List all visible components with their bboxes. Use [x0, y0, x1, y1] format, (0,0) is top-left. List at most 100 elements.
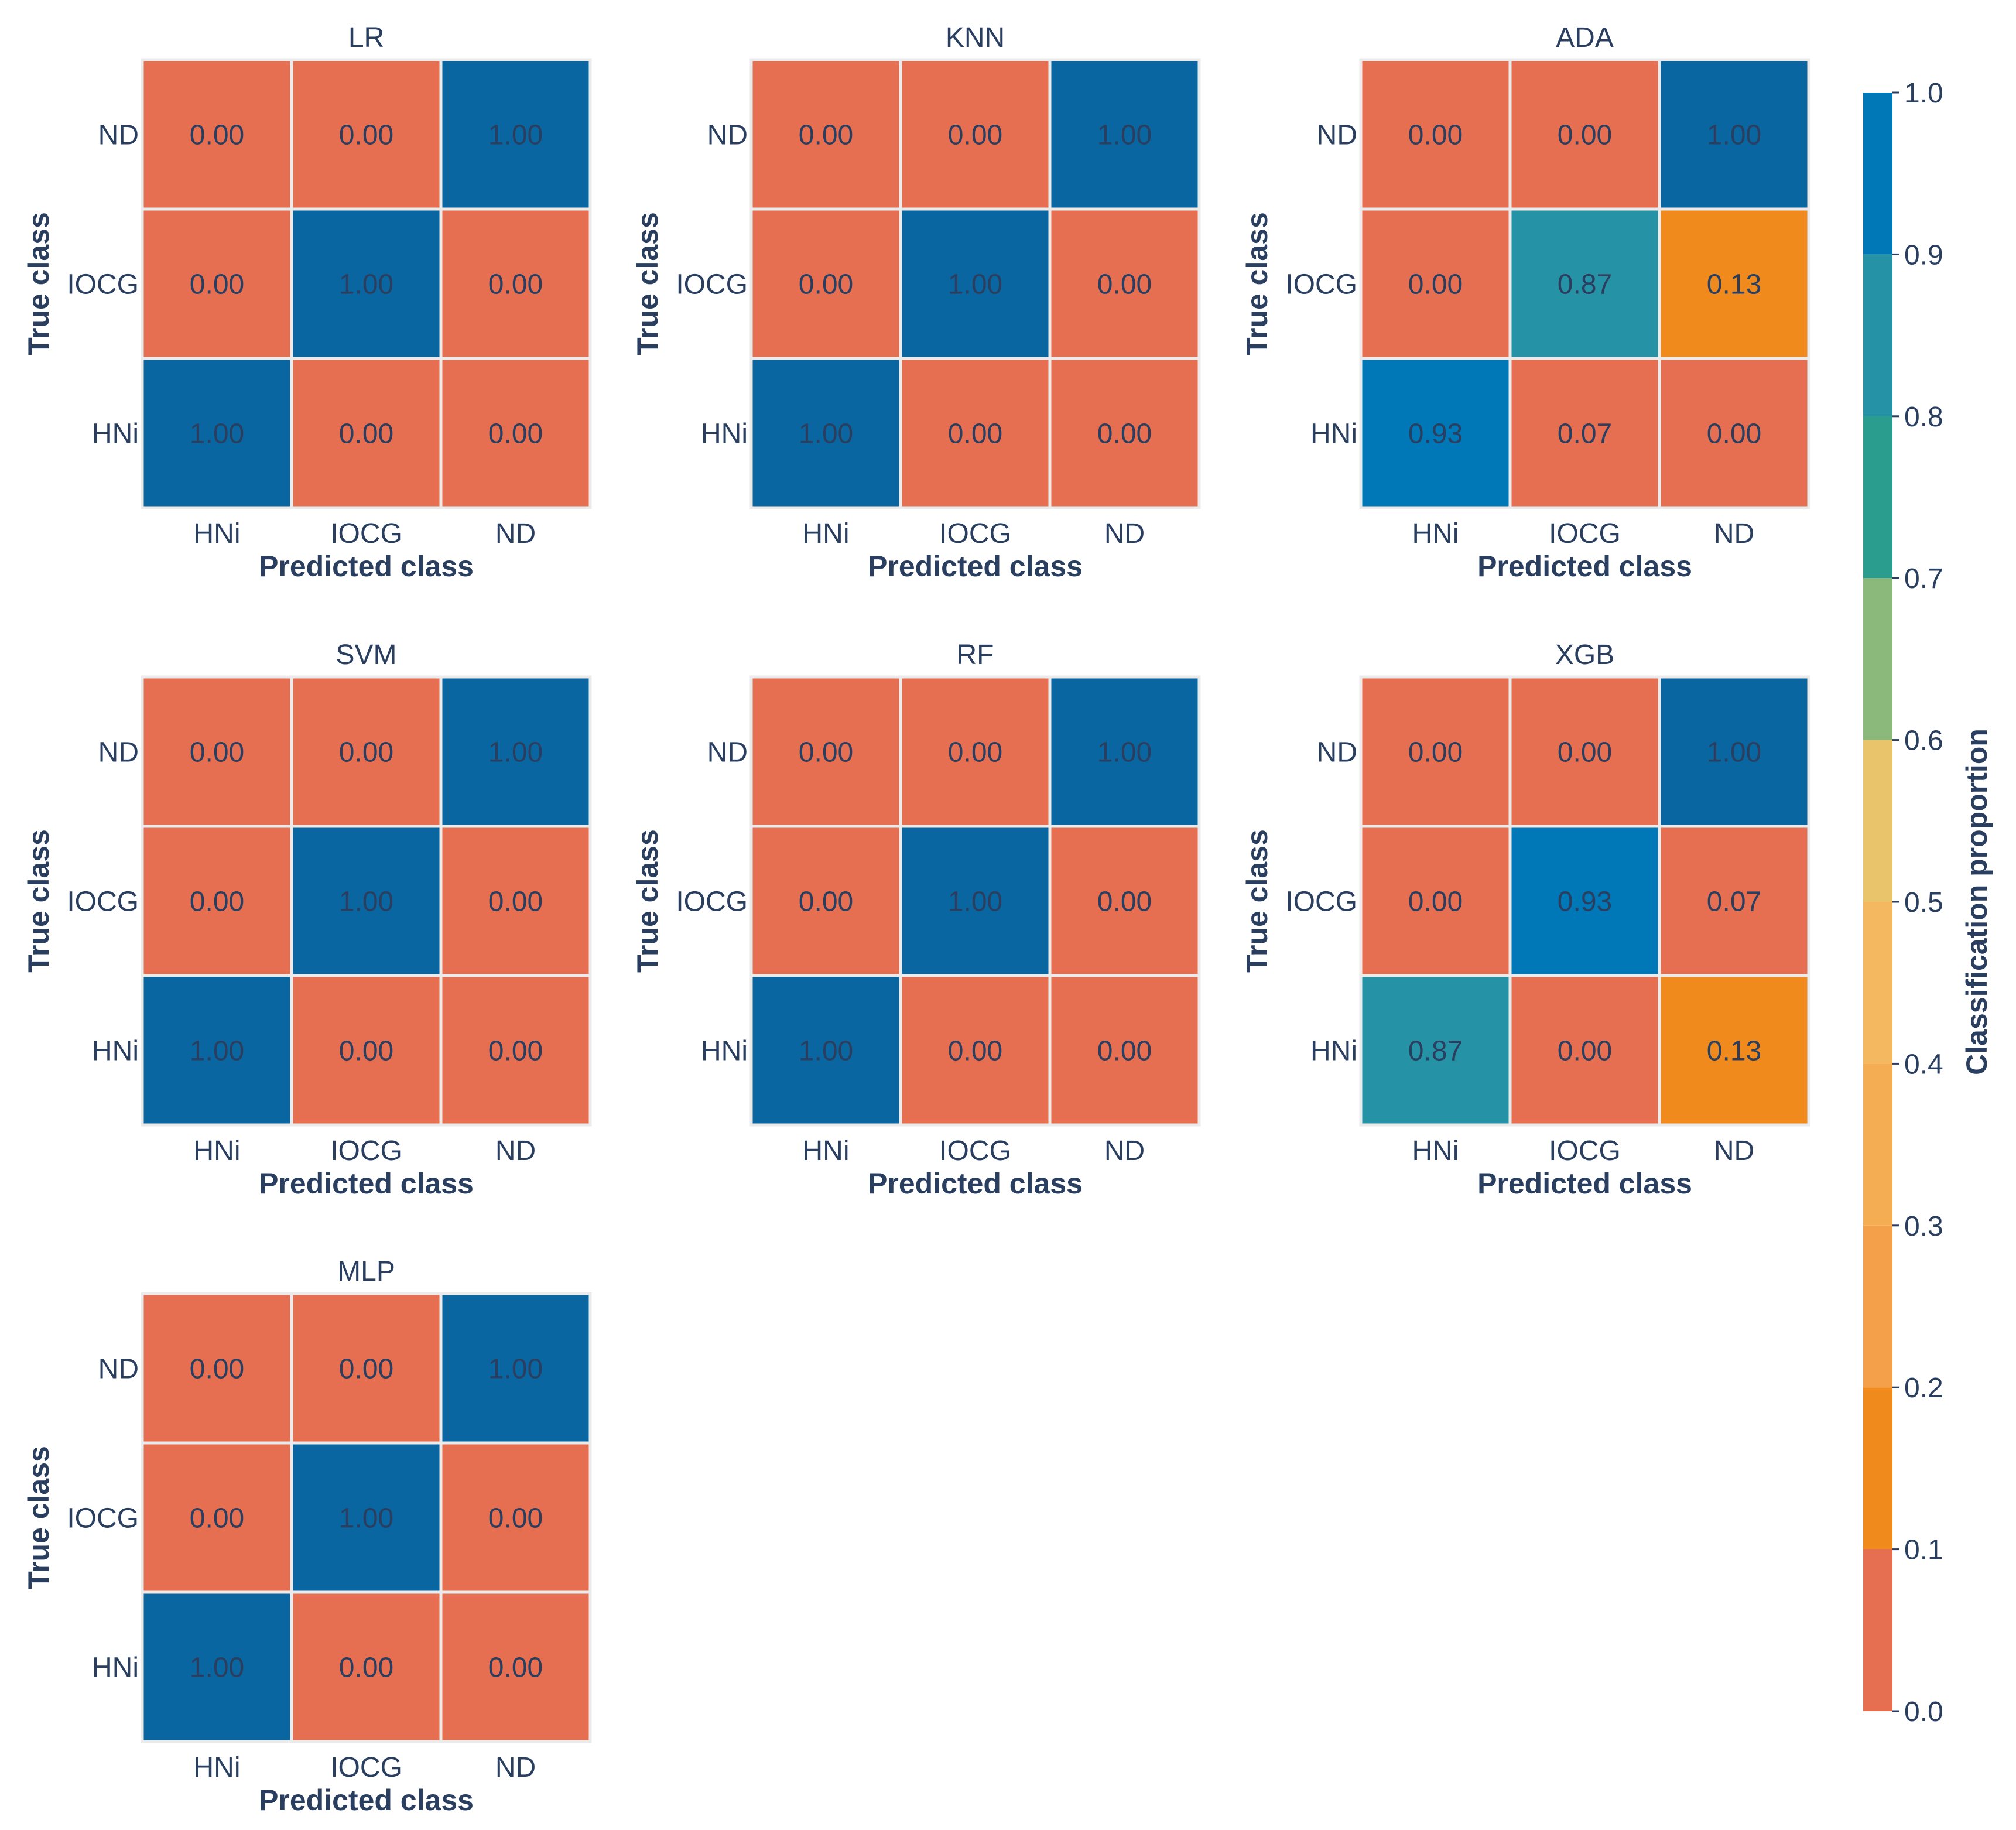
heatmap-cell-hni-nd — [439, 974, 592, 1127]
cell-value-label: 0.07 — [1558, 419, 1612, 450]
heatmap-cell-iocg-iocg — [1508, 207, 1661, 360]
cell-value-label: 0.00 — [488, 1503, 543, 1534]
x-axis-title: Predicted class — [1477, 1167, 1692, 1200]
y-tick-label: ND — [707, 737, 748, 768]
heatmap-cell-iocg-hni — [1359, 207, 1512, 360]
x-tick-label: HNi — [803, 1135, 850, 1167]
heatmap-cell-hni-nd — [1048, 974, 1201, 1127]
cell-value-label: 0.07 — [1707, 887, 1761, 918]
heatmap-cell-nd-nd — [1048, 58, 1201, 211]
x-tick-label: HNi — [803, 518, 850, 549]
x-tick-label: ND — [1714, 518, 1754, 549]
cell-value-label: 1.00 — [1097, 737, 1152, 768]
heatmap-cell-iocg-nd — [1658, 207, 1810, 360]
colorbar-tick-label: 0.2 — [1904, 1373, 1943, 1404]
colorbar-segment — [1863, 416, 1892, 579]
heatmap-cell-hni-nd — [1658, 974, 1810, 1127]
heatmap-cell-iocg-iocg — [899, 825, 1052, 977]
colorbar-tick-label: 0.5 — [1904, 887, 1943, 918]
panel-mlp: MLP 0.00 0.00 1.00 0.00 1.00 0.00 1.00 0.00 0.00 N… — [22, 1256, 592, 1817]
heatmap-cell-nd-hni — [1359, 675, 1512, 828]
x-tick-label: ND — [495, 1752, 536, 1783]
heatmap-cell-hni-iocg — [290, 1590, 443, 1743]
colorbar-segment — [1863, 578, 1892, 740]
cell-value-label: 0.93 — [1558, 887, 1612, 918]
cell-value-label: 1.00 — [1707, 120, 1761, 151]
cell-value-label: 0.00 — [488, 887, 543, 918]
heatmap-cell-nd-hni — [141, 675, 293, 828]
heatmap-cell-iocg-hni — [749, 207, 902, 360]
heatmap-panels: LR 0.00 0.00 1.00 0.00 1.00 0.00 1.00 0.00 0.00 ND… — [22, 22, 1810, 1817]
heatmap-cell-nd-iocg — [1508, 58, 1661, 211]
cell-value-label: 0.00 — [1408, 887, 1463, 918]
heatmap-cell-nd-iocg — [290, 675, 443, 828]
cell-value-label: 0.00 — [190, 737, 244, 768]
cell-value-label: 1.00 — [339, 269, 393, 300]
heatmap-cell-nd-iocg — [899, 58, 1052, 211]
heatmap-cell-nd-iocg — [1508, 675, 1661, 828]
colorbar-tick-label: 0.9 — [1904, 240, 1943, 271]
cell-value-label: 0.00 — [799, 737, 853, 768]
cell-value-label: 0.00 — [190, 1354, 244, 1385]
cell-value-label: 0.87 — [1558, 269, 1612, 300]
y-axis-title: True class — [1241, 212, 1274, 355]
heatmap-cell-hni-nd — [1048, 357, 1201, 509]
cell-value-label: 1.00 — [488, 1354, 543, 1385]
cell-value-label: 0.00 — [1558, 120, 1612, 151]
x-tick-label: IOCG — [330, 518, 402, 549]
x-axis-title: Predicted class — [259, 550, 474, 583]
panel-svm: SVM 0.00 0.00 1.00 0.00 1.00 0.00 1.00 0.00 0.00 N… — [22, 639, 592, 1200]
heatmap-cell-hni-hni — [141, 357, 293, 509]
y-tick-label: IOCG — [67, 269, 139, 300]
colorbar-segment — [1863, 1225, 1892, 1388]
cell-value-label: 0.00 — [1558, 737, 1612, 768]
x-tick-label: ND — [1104, 518, 1145, 549]
cell-value-label: 0.00 — [1558, 1036, 1612, 1067]
y-axis-title: True class — [22, 1446, 55, 1589]
cell-value-label: 1.00 — [190, 419, 244, 450]
cell-value-label: 0.00 — [339, 1653, 393, 1684]
x-tick-label: IOCG — [1549, 1135, 1621, 1167]
heatmap-cell-hni-nd — [439, 1590, 592, 1743]
colorbar: 0.0 0.1 0.2 0.3 0.4 0.5 0.6 0.7 0.8 0.9 1.0 Classif… — [1863, 78, 1993, 1728]
heatmap-cell-hni-iocg — [290, 357, 443, 509]
x-tick-label: HNi — [1412, 1135, 1459, 1167]
cell-value-label: 1.00 — [948, 269, 1002, 300]
cell-value-label: 0.93 — [1408, 419, 1463, 450]
heatmap-cell-hni-hni — [749, 357, 902, 509]
x-tick-label: ND — [495, 518, 536, 549]
cell-value-label: 0.13 — [1707, 1036, 1761, 1067]
heatmap-cell-iocg-hni — [749, 825, 902, 977]
y-tick-label: HNi — [1310, 419, 1357, 450]
panel-title-knn: KNN — [946, 22, 1005, 53]
cell-value-label: 1.00 — [488, 737, 543, 768]
cell-value-label: 0.00 — [488, 269, 543, 300]
heatmap-cell-nd-hni — [141, 1292, 293, 1445]
panel-xgb: XGB 0.00 0.00 1.00 0.00 0.93 0.07 0.87 0.00 0.13 N… — [1241, 639, 1810, 1200]
x-tick-label: ND — [1714, 1135, 1754, 1167]
cell-value-label: 0.00 — [1097, 419, 1152, 450]
colorbar-tick-label: 0.8 — [1904, 402, 1943, 433]
heatmap-cell-iocg-nd — [1658, 825, 1810, 977]
x-tick-label: HNi — [194, 518, 241, 549]
y-tick-label: HNi — [701, 419, 748, 450]
cell-value-label: 0.00 — [339, 737, 393, 768]
cell-value-label: 0.00 — [1408, 269, 1463, 300]
y-tick-label: ND — [98, 120, 139, 151]
panel-title-mlp: MLP — [337, 1256, 395, 1287]
cell-value-label: 0.00 — [339, 1036, 393, 1067]
cell-value-label: 0.00 — [488, 1653, 543, 1684]
x-tick-label: IOCG — [330, 1752, 402, 1783]
x-tick-label: ND — [1104, 1135, 1145, 1167]
cell-value-label: 1.00 — [948, 887, 1002, 918]
colorbar-segment — [1863, 93, 1892, 255]
heatmap-cell-nd-nd — [439, 675, 592, 828]
cell-value-label: 0.00 — [1097, 1036, 1152, 1067]
y-tick-label: HNi — [92, 1653, 139, 1684]
x-axis-title: Predicted class — [259, 1167, 474, 1200]
cell-value-label: 1.00 — [339, 887, 393, 918]
cell-value-label: 0.00 — [1408, 120, 1463, 151]
panel-lr: LR 0.00 0.00 1.00 0.00 1.00 0.00 1.00 0.00 0.00 ND… — [22, 22, 592, 583]
panel-title-ada: ADA — [1556, 22, 1614, 53]
y-tick-label: IOCG — [1285, 269, 1357, 300]
